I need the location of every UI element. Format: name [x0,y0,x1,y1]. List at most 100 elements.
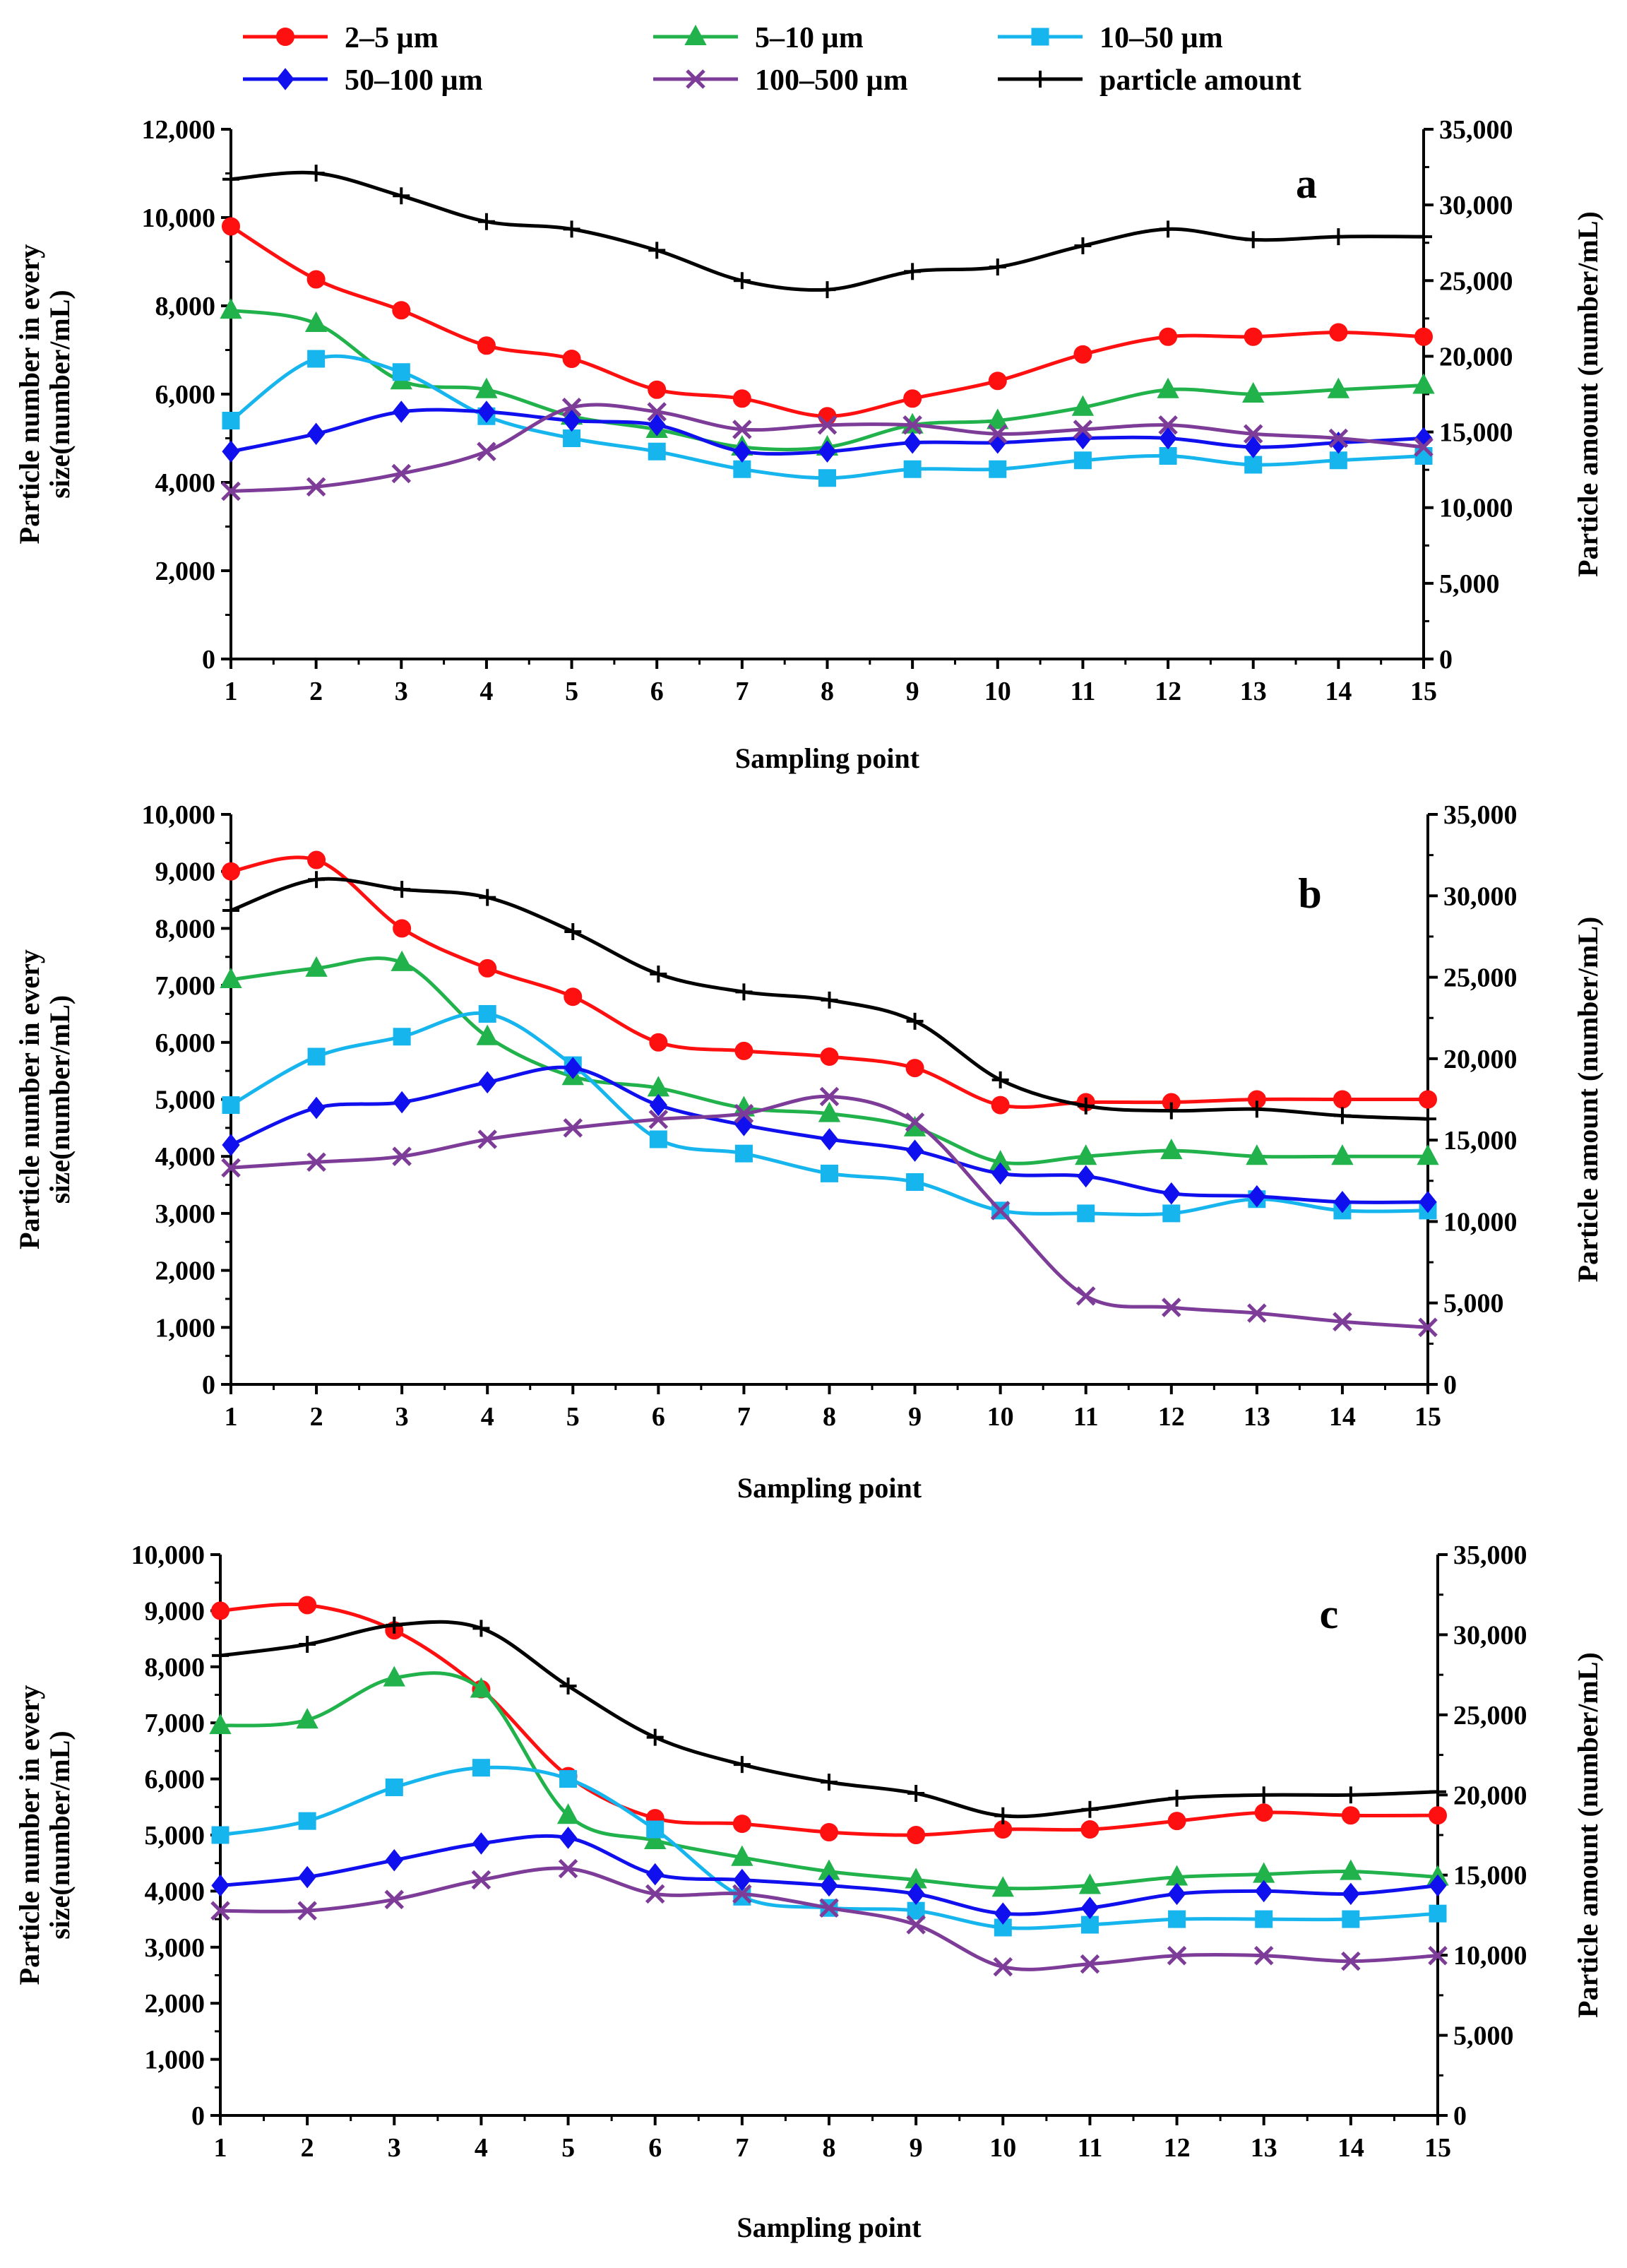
data-point [1333,1190,1352,1213]
data-point [393,919,412,938]
data-point [1159,327,1178,346]
axes: 0 1,000 2,000 3,000 4,000 5,000 6,000 7,000 8,00… [13,800,1604,1504]
x-tick-label: 7 [735,2133,749,2163]
data-point [907,1901,925,1920]
y-left-tick-label: 1,000 [145,2046,205,2075]
series-s6 [222,165,1432,299]
y-right-tick-label: 35,000 [1443,800,1518,830]
data-point [1429,1874,1447,1897]
x-axis-label: Sampling point [735,742,920,774]
data-point [993,1957,1013,1977]
data-point [820,1874,838,1897]
data-point [561,397,582,417]
data-point [479,889,496,906]
data-point [1073,451,1092,470]
data-point [559,1827,578,1849]
legend-item-s6: particle amount [998,64,1301,97]
data-point [1429,1783,1446,1800]
data-point [564,923,582,941]
data-point [1246,1144,1268,1165]
y-left-tick-label: 12,000 [142,115,216,145]
y-left-tick-label: 9,000 [155,857,216,887]
data-point [477,336,496,355]
data-point [220,298,242,319]
y-left-tick-label: 6,000 [155,1028,216,1058]
data-point [1341,1806,1360,1825]
series-line [230,1094,1429,1329]
data-point [385,1848,403,1872]
data-point [476,1024,499,1045]
y-right-axis-label: Particle amount (number/mL) [1572,1652,1604,2018]
y-left-tick-label: 5,000 [145,1821,205,1851]
data-point [819,1898,839,1918]
data-point [1331,1144,1354,1165]
legend: 2–5 µm 5–10 µm 10–50 µm 50–100 µm 100–500 µm… [243,22,1301,97]
data-point [821,1774,838,1791]
data-point [818,440,837,463]
y-right-tick-label: 5,000 [1453,2021,1514,2051]
data-point [1327,377,1350,398]
y-left-tick-label: 10,000 [142,800,216,830]
data-point [818,469,836,487]
data-point [1158,415,1178,435]
data-point [907,1785,925,1803]
series-s1 [222,850,1437,1115]
x-tick-label: 11 [1077,2133,1102,2163]
y-left-tick-label: 4,000 [155,468,216,498]
data-point [393,881,411,898]
y-left-axis-label-line1: Particle number in every [13,244,45,545]
data-point [1248,1100,1265,1118]
data-point [646,1728,664,1746]
y-left-tick-label: 10,000 [131,1540,205,1570]
data-point [644,1828,667,1849]
y-left-tick-label: 4,000 [145,1877,205,1906]
data-point [906,1915,926,1935]
data-point [304,311,328,332]
data-point [392,363,410,381]
x-tick-label: 2 [309,677,323,706]
x-tick-label: 9 [908,1402,922,1432]
data-point [1077,1165,1095,1188]
data-point [1244,456,1263,474]
data-point [211,1874,230,1897]
data-point [733,460,751,478]
x-tick-label: 12 [1164,2133,1191,2163]
data-point [478,1071,496,1094]
x-tick-label: 2 [301,2133,314,2163]
data-point [907,1882,925,1906]
data-point [472,1620,490,1637]
x-tick-label: 12 [1155,677,1181,706]
y-left-tick-label: 8,000 [145,1653,205,1682]
data-point [989,259,1006,275]
x-tick-label: 15 [1410,677,1437,706]
x-tick-label: 2 [310,1402,323,1432]
x-tick-label: 3 [395,1402,409,1432]
data-point [818,1101,841,1122]
series-s1 [211,1596,1447,1844]
data-point [1247,1303,1267,1323]
data-point [1333,1090,1352,1109]
x-tick-label: 13 [1244,1402,1270,1432]
data-point [1255,1786,1273,1804]
data-point [1080,1896,1099,1920]
data-point [646,1820,664,1839]
legend-label: 50–100 µm [345,64,483,97]
data-point [1080,1820,1099,1839]
x-tick-label: 3 [395,677,408,706]
data-point [732,1815,751,1834]
data-point [1419,1090,1437,1109]
data-point [1244,436,1263,458]
y-left-tick-label: 0 [202,645,215,675]
data-point [987,408,1009,429]
data-point [392,400,410,423]
y-left-tick-label: 2,000 [155,1257,216,1286]
x-axis-label: Sampling point [737,2211,922,2243]
x-tick-label: 12 [1158,1402,1185,1432]
data-point [646,1863,664,1886]
y-left-tick-label: 5,000 [155,1086,216,1115]
y-left-tick-label: 7,000 [145,1709,205,1738]
data-point [905,1112,925,1132]
data-point [211,1601,230,1620]
data-point [821,991,838,1009]
